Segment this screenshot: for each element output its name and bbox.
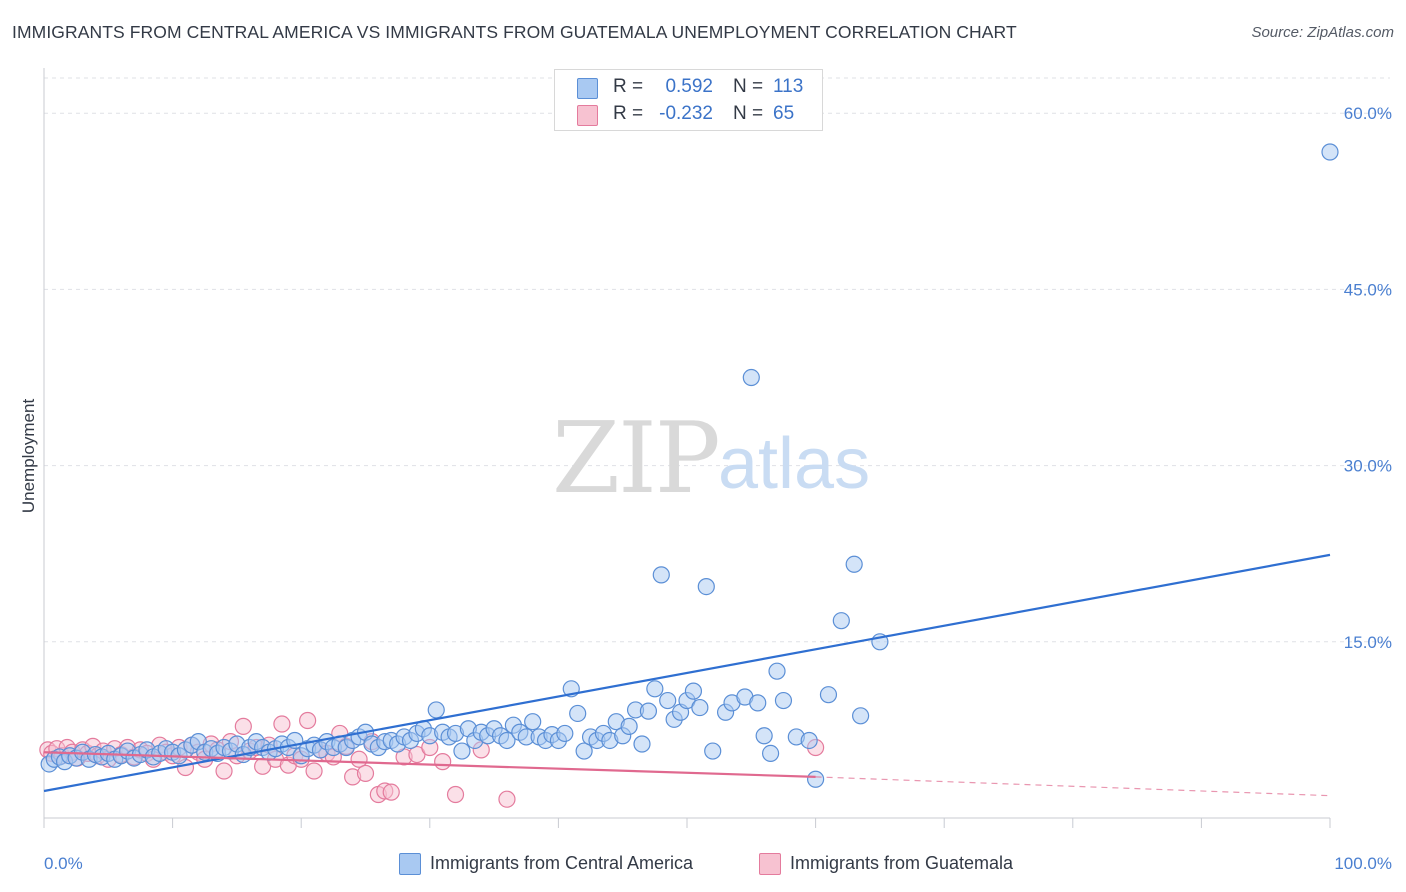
trend-line-central-america [43, 553, 1331, 793]
trend-line-guatemala [43, 751, 816, 778]
r-value: -0.232 [659, 103, 713, 124]
y-tick-label: 30.0% [1344, 457, 1392, 476]
data-point-guatemala [434, 753, 452, 771]
n-value: 113 [773, 76, 804, 97]
data-point-central-america [427, 701, 445, 719]
watermark-zip: ZIP [552, 402, 719, 516]
data-point-guatemala [215, 762, 233, 780]
data-point-central-america [749, 694, 767, 712]
y-tick-label: 45.0% [1344, 280, 1392, 299]
grid-layer [44, 77, 1390, 643]
data-point-guatemala [273, 715, 291, 733]
r-value: 0.592 [665, 76, 713, 97]
series-central-america-points [40, 143, 1339, 788]
data-point-central-america [800, 731, 818, 750]
n-label: N = [733, 103, 764, 124]
data-point-guatemala [446, 785, 465, 804]
data-point-central-america [620, 717, 638, 735]
data-point-central-america [774, 691, 793, 710]
trend-line-guatemala-extension [815, 776, 1331, 797]
pink-swatch [577, 105, 598, 126]
axes-layer [43, 68, 1331, 828]
data-point-central-america [1321, 143, 1339, 161]
data-point-central-america [845, 555, 863, 573]
data-point-central-america [806, 770, 825, 788]
y-tick-label: 15.0% [1344, 633, 1392, 652]
watermark: ZIP atlas [552, 402, 870, 516]
data-point-central-america [852, 707, 870, 725]
data-point-central-america [832, 612, 850, 630]
data-point-guatemala [234, 717, 252, 735]
data-point-central-america [652, 566, 670, 584]
data-point-guatemala [382, 783, 400, 801]
data-point-guatemala [299, 711, 317, 730]
data-point-central-america [646, 680, 664, 698]
data-point-guatemala [305, 762, 323, 780]
data-point-guatemala [356, 764, 375, 782]
data-point-central-america [691, 698, 709, 717]
blue-swatch [577, 78, 598, 99]
stats-legend: R = 0.592 N = 113 R = -0.232 N = 65 [554, 69, 823, 131]
legend-label: Immigrants from Guatemala [790, 853, 1014, 873]
chart-title: IMMIGRANTS FROM CENTRAL AMERICA VS IMMIG… [12, 22, 1017, 42]
data-point-central-america [639, 702, 658, 720]
legend-swatch-pink [759, 853, 781, 875]
tick-labels: 15.0% 30.0% 45.0% 60.0% 0.0% 100.0% [44, 104, 1392, 873]
data-point-central-america [569, 704, 587, 723]
data-point-central-america [742, 368, 760, 387]
data-point-central-america [556, 724, 574, 743]
data-point-central-america [498, 731, 516, 750]
y-axis-title: Unemployment [19, 399, 38, 514]
data-point-central-america [524, 713, 542, 731]
watermark-atlas: atlas [718, 424, 870, 504]
r-label: R = [613, 76, 644, 97]
data-point-central-america [761, 744, 780, 762]
x-tick-label: 0.0% [44, 854, 83, 873]
n-value: 65 [773, 103, 795, 124]
data-point-central-america [575, 742, 593, 760]
n-label: N = [733, 76, 764, 97]
data-point-central-america [755, 727, 773, 745]
data-point-central-america [704, 742, 722, 760]
y-tick-label: 60.0% [1344, 104, 1392, 123]
legend-swatch-blue [399, 853, 421, 875]
data-point-central-america [768, 662, 786, 680]
trend-lines [43, 553, 1331, 797]
data-point-central-america [453, 742, 471, 760]
data-point-central-america [659, 691, 677, 710]
data-point-central-america [684, 682, 703, 700]
source-credit: Source: ZipAtlas.com [1251, 24, 1394, 41]
data-point-central-america [819, 686, 838, 704]
legend-label: Immigrants from Central America [430, 853, 694, 873]
x-tick-label: 100.0% [1334, 854, 1392, 873]
data-point-guatemala [498, 790, 516, 808]
data-point-central-america [697, 578, 715, 596]
r-label: R = [613, 103, 644, 124]
data-point-central-america [633, 735, 651, 753]
